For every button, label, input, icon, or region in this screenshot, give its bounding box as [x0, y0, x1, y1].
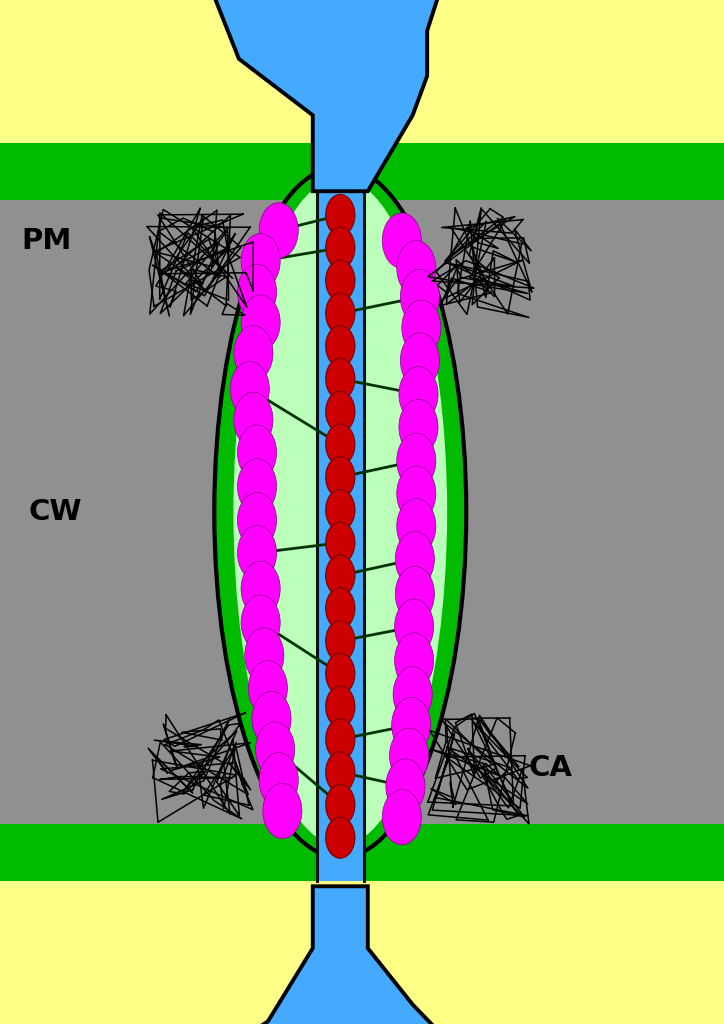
- Circle shape: [397, 241, 436, 296]
- Circle shape: [326, 522, 355, 563]
- Circle shape: [400, 269, 439, 325]
- Bar: [0, 143, 724, 200]
- Circle shape: [234, 326, 273, 381]
- Circle shape: [402, 300, 441, 355]
- Circle shape: [395, 599, 434, 654]
- Circle shape: [326, 293, 355, 334]
- Circle shape: [393, 667, 432, 722]
- Circle shape: [392, 697, 431, 753]
- Circle shape: [400, 333, 439, 388]
- Circle shape: [326, 621, 355, 662]
- Text: PM: PM: [22, 226, 72, 255]
- Circle shape: [241, 295, 280, 350]
- Polygon shape: [210, 0, 659, 191]
- Circle shape: [241, 561, 280, 616]
- Circle shape: [382, 790, 421, 845]
- Circle shape: [326, 653, 355, 694]
- Circle shape: [252, 691, 291, 746]
- Circle shape: [326, 457, 355, 498]
- Circle shape: [241, 595, 280, 650]
- Circle shape: [326, 784, 355, 825]
- Circle shape: [397, 499, 436, 554]
- Circle shape: [326, 227, 355, 268]
- Bar: [317, 143, 363, 881]
- Circle shape: [263, 783, 302, 839]
- Circle shape: [399, 399, 438, 455]
- Circle shape: [395, 566, 434, 622]
- Circle shape: [237, 493, 277, 548]
- Circle shape: [241, 233, 280, 289]
- Circle shape: [395, 531, 434, 587]
- Text: CA: CA: [529, 754, 573, 782]
- Circle shape: [397, 433, 436, 488]
- Circle shape: [326, 195, 355, 236]
- Circle shape: [326, 260, 355, 301]
- Circle shape: [237, 425, 277, 480]
- Circle shape: [390, 728, 429, 783]
- Circle shape: [326, 752, 355, 793]
- Circle shape: [326, 686, 355, 727]
- Circle shape: [326, 489, 355, 530]
- Circle shape: [326, 391, 355, 432]
- Circle shape: [230, 361, 269, 417]
- Circle shape: [395, 633, 434, 688]
- Circle shape: [397, 466, 436, 521]
- Ellipse shape: [214, 166, 466, 858]
- Circle shape: [326, 358, 355, 399]
- Bar: [0, 200, 724, 824]
- Circle shape: [237, 525, 277, 581]
- Ellipse shape: [232, 176, 449, 848]
- Text: CW: CW: [29, 498, 83, 526]
- Bar: [0, 824, 724, 881]
- Circle shape: [234, 392, 273, 447]
- Circle shape: [326, 326, 355, 367]
- Circle shape: [256, 722, 295, 777]
- Circle shape: [259, 203, 298, 258]
- Circle shape: [248, 660, 287, 716]
- Circle shape: [399, 367, 438, 422]
- Circle shape: [259, 753, 298, 808]
- Circle shape: [386, 759, 425, 814]
- Circle shape: [245, 628, 284, 683]
- Circle shape: [237, 264, 277, 319]
- Polygon shape: [94, 886, 543, 1024]
- Circle shape: [326, 817, 355, 858]
- Circle shape: [326, 424, 355, 465]
- Circle shape: [326, 719, 355, 760]
- Circle shape: [326, 588, 355, 629]
- Circle shape: [326, 555, 355, 596]
- Circle shape: [237, 459, 277, 514]
- Circle shape: [382, 213, 421, 268]
